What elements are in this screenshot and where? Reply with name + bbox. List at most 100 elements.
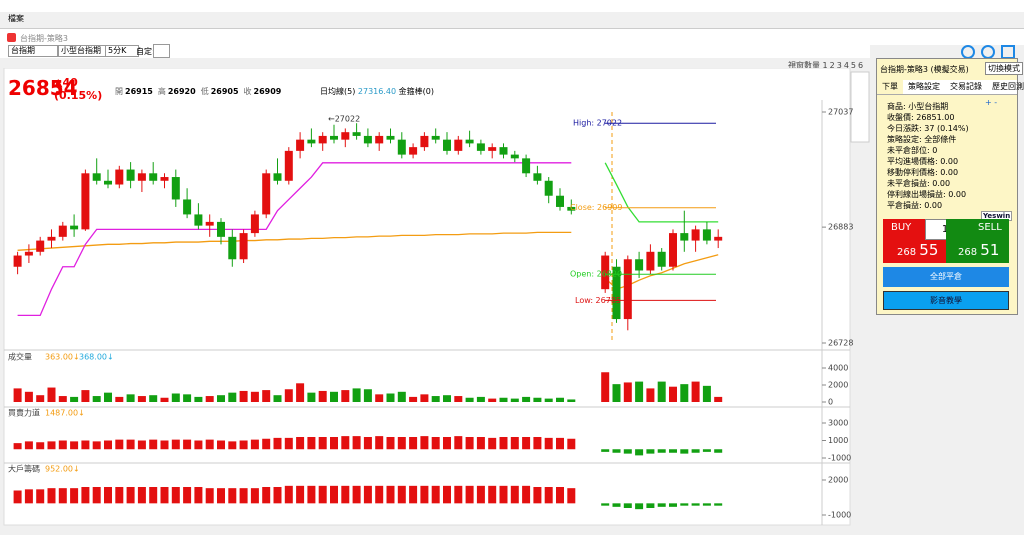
- menu-file[interactable]: 檔案: [8, 14, 24, 23]
- bar: [465, 397, 474, 402]
- window-title: 台指期-策略3: [20, 34, 68, 43]
- bar: [228, 488, 237, 504]
- ma-label: 日均線(5): [320, 87, 356, 96]
- panel-label: 買賣力道: [8, 408, 40, 418]
- close-all-button[interactable]: 全部平倉: [883, 267, 1009, 287]
- bar: [149, 439, 158, 450]
- bar: [386, 393, 395, 402]
- bar: [465, 485, 474, 504]
- buy-button[interactable]: BUY 268 55: [883, 219, 946, 263]
- order-panel: 台指期-策略3 (模擬交易) 切換模式 下單 策略設定 交易記錄 歷史回測 + - 商…: [876, 58, 1024, 315]
- bar: [330, 391, 338, 402]
- quote-fields: 開 26915 高 26920 低 26905 收 26909: [115, 86, 286, 97]
- bar: [70, 441, 79, 450]
- bar: [126, 487, 135, 504]
- bar: [702, 385, 711, 402]
- bulb-icon[interactable]: [961, 45, 975, 59]
- candle-body: [262, 173, 271, 215]
- video-button[interactable]: 影音教學: [883, 291, 1009, 310]
- custom-input[interactable]: [153, 44, 170, 58]
- refresh-icon[interactable]: [981, 45, 995, 59]
- bar: [623, 503, 632, 508]
- bar: [58, 488, 67, 504]
- zoom-icons: + -: [985, 98, 998, 107]
- candle-body: [318, 135, 327, 144]
- bar: [24, 391, 33, 402]
- candle-body: [183, 199, 192, 215]
- bar: [194, 487, 203, 504]
- tab[interactable]: 歷史回測: [992, 82, 1024, 91]
- candle-body: [171, 177, 180, 200]
- bar: [115, 487, 124, 504]
- bar: [454, 485, 463, 504]
- bar: [510, 398, 519, 402]
- bar: [544, 398, 553, 402]
- bar: [171, 439, 180, 450]
- bar: [556, 437, 564, 450]
- candle-body: [194, 214, 203, 226]
- window-option[interactable]: 2: [829, 61, 835, 70]
- last-price: 26854: [8, 76, 78, 100]
- market-select[interactable]: 台指期: [8, 45, 58, 57]
- peak-label: ←27022: [328, 115, 360, 124]
- candle-body: [104, 180, 112, 185]
- window-option[interactable]: 1: [822, 61, 828, 70]
- bar: [352, 388, 361, 402]
- sell-label: SELL: [978, 222, 1002, 233]
- candle-body: [284, 150, 293, 181]
- candle-body: [137, 173, 146, 181]
- window-option[interactable]: 3: [836, 61, 842, 70]
- bar: [171, 393, 180, 402]
- window-option[interactable]: 4: [843, 61, 849, 70]
- indicator: 金箍棒(0): [398, 87, 434, 96]
- toolbar: 台指期 小型台指期 5分K 自定:: [0, 44, 870, 58]
- bar: [273, 487, 282, 504]
- candle-body: [420, 135, 429, 148]
- window-option[interactable]: 6: [858, 61, 864, 70]
- info-line: 平倉損益: 0.00: [887, 201, 943, 210]
- bar: [205, 439, 214, 450]
- candle-body: [386, 135, 395, 140]
- y-tick-label: 2000: [828, 381, 848, 390]
- bar: [488, 398, 497, 402]
- bar: [386, 485, 395, 504]
- buy-price: 268 55: [897, 241, 938, 259]
- candle-body: [623, 259, 632, 320]
- quote-value: 26915: [125, 87, 153, 96]
- bar: [680, 384, 689, 402]
- bar: [205, 488, 214, 504]
- bar: [669, 386, 677, 402]
- draw-tools[interactable]: [850, 71, 870, 143]
- candle-body: [601, 255, 610, 290]
- bar: [284, 389, 293, 402]
- bar: [431, 437, 440, 450]
- bar: [691, 503, 700, 506]
- bar: [544, 487, 553, 504]
- mode-button[interactable]: 切換模式: [985, 62, 1023, 75]
- candle-body: [443, 139, 451, 151]
- bar: [296, 485, 305, 504]
- bar: [476, 485, 485, 504]
- bar: [13, 490, 22, 504]
- window-option[interactable]: 5: [850, 61, 857, 70]
- info-line: 停利線出場損益: 0.00: [887, 190, 967, 199]
- bar: [363, 437, 372, 450]
- annotation-label: High: 27022: [573, 119, 622, 128]
- candle-body: [126, 169, 135, 181]
- app-icon: [7, 33, 16, 42]
- user-icon[interactable]: [1001, 45, 1015, 59]
- bar: [443, 395, 451, 402]
- tab[interactable]: 策略設定: [908, 82, 940, 91]
- bar: [250, 488, 259, 504]
- interval-select[interactable]: 5分K: [105, 45, 139, 57]
- candle-body: [352, 132, 361, 136]
- bar: [567, 399, 576, 402]
- product-select[interactable]: 小型台指期: [58, 45, 106, 57]
- tab[interactable]: 下單: [877, 80, 903, 94]
- bar: [239, 440, 248, 450]
- candle-body: [330, 135, 338, 140]
- bar: [318, 485, 327, 504]
- tab[interactable]: 交易記錄: [950, 82, 982, 91]
- buy-base: 268: [897, 247, 917, 258]
- sell-button[interactable]: SELL 268 51: [946, 219, 1009, 263]
